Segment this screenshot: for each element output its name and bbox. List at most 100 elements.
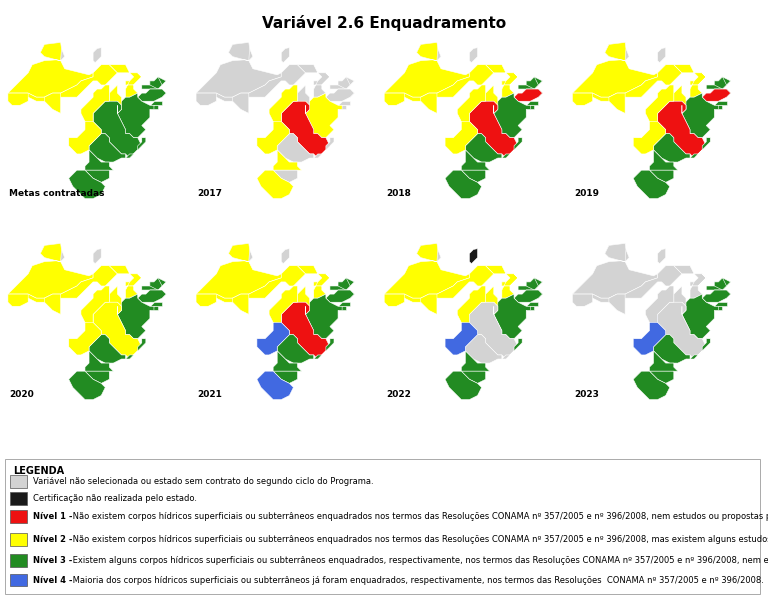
Polygon shape (714, 89, 730, 97)
Polygon shape (445, 113, 478, 154)
Text: 2020: 2020 (9, 390, 35, 399)
Polygon shape (89, 335, 125, 363)
Polygon shape (518, 278, 542, 290)
Polygon shape (682, 93, 718, 138)
Polygon shape (8, 266, 118, 302)
Polygon shape (338, 89, 354, 97)
Polygon shape (281, 302, 330, 359)
Text: 2017: 2017 (197, 189, 223, 198)
Polygon shape (526, 105, 535, 109)
Polygon shape (502, 150, 514, 158)
Polygon shape (445, 371, 482, 400)
Polygon shape (330, 278, 354, 290)
Text: Certificação não realizada pelo estado.: Certificação não realizada pelo estado. (33, 494, 197, 503)
Text: Nível 2 -: Nível 2 - (33, 535, 72, 544)
Polygon shape (142, 278, 166, 290)
Polygon shape (384, 43, 469, 97)
Polygon shape (297, 286, 310, 319)
Polygon shape (657, 248, 666, 263)
Polygon shape (41, 43, 65, 61)
Polygon shape (269, 286, 297, 322)
Polygon shape (281, 302, 310, 335)
Polygon shape (650, 150, 678, 170)
Polygon shape (674, 266, 707, 286)
Polygon shape (494, 294, 530, 339)
Polygon shape (514, 89, 542, 101)
Polygon shape (69, 170, 105, 199)
Polygon shape (514, 290, 542, 302)
Polygon shape (125, 73, 142, 97)
Polygon shape (674, 85, 686, 118)
Polygon shape (674, 286, 686, 319)
Polygon shape (150, 290, 166, 298)
Text: Não existem corpos hídricos superficiais ou subterrâneos enquadrados nos termos : Não existem corpos hídricos superficiais… (70, 535, 768, 544)
Polygon shape (526, 306, 535, 310)
Polygon shape (137, 339, 146, 351)
Polygon shape (502, 73, 518, 97)
Polygon shape (654, 134, 690, 162)
Polygon shape (338, 105, 346, 109)
Polygon shape (196, 93, 217, 105)
Polygon shape (110, 328, 112, 331)
Polygon shape (109, 85, 121, 118)
Polygon shape (81, 286, 109, 322)
Polygon shape (605, 244, 629, 262)
Polygon shape (465, 134, 502, 162)
Polygon shape (469, 101, 498, 134)
Polygon shape (572, 43, 657, 97)
Polygon shape (502, 274, 518, 298)
FancyBboxPatch shape (10, 574, 27, 586)
Polygon shape (69, 314, 101, 355)
Polygon shape (417, 43, 441, 61)
Polygon shape (277, 335, 313, 363)
Polygon shape (417, 244, 441, 262)
Polygon shape (485, 266, 518, 286)
Polygon shape (657, 302, 707, 359)
Polygon shape (233, 294, 249, 314)
Polygon shape (485, 65, 518, 85)
Polygon shape (125, 274, 142, 298)
Polygon shape (196, 294, 217, 306)
Polygon shape (657, 47, 666, 62)
Polygon shape (229, 43, 253, 61)
Polygon shape (457, 85, 485, 121)
Polygon shape (526, 89, 542, 97)
Polygon shape (421, 294, 437, 314)
Polygon shape (572, 93, 593, 105)
Polygon shape (714, 101, 727, 105)
Polygon shape (196, 43, 281, 97)
Polygon shape (485, 85, 498, 118)
Polygon shape (514, 339, 522, 351)
Polygon shape (609, 294, 625, 314)
Text: Nível 1 -: Nível 1 - (33, 512, 72, 521)
Polygon shape (85, 371, 109, 383)
Polygon shape (384, 65, 494, 101)
Polygon shape (682, 294, 718, 339)
Polygon shape (469, 248, 478, 263)
Polygon shape (150, 302, 162, 306)
Polygon shape (8, 93, 28, 105)
Polygon shape (486, 127, 488, 130)
Polygon shape (8, 65, 118, 101)
Polygon shape (93, 248, 101, 263)
Polygon shape (277, 134, 313, 162)
Polygon shape (313, 351, 326, 359)
Text: Existem alguns corpos hídricos superficiais ou subterrâneos enquadrados, respect: Existem alguns corpos hídricos superfici… (70, 556, 768, 565)
Polygon shape (81, 85, 109, 121)
Polygon shape (8, 244, 93, 298)
Polygon shape (338, 101, 350, 105)
Polygon shape (485, 286, 498, 319)
Text: Nível 3 -: Nível 3 - (33, 556, 72, 565)
Polygon shape (645, 286, 674, 322)
Polygon shape (85, 150, 114, 170)
Polygon shape (8, 294, 28, 306)
Polygon shape (384, 294, 405, 306)
Polygon shape (486, 328, 488, 331)
Polygon shape (93, 302, 142, 359)
Polygon shape (384, 266, 494, 302)
Text: 2021: 2021 (197, 390, 223, 399)
Polygon shape (281, 248, 290, 263)
Polygon shape (445, 170, 482, 199)
Polygon shape (674, 328, 677, 331)
Polygon shape (605, 43, 629, 61)
